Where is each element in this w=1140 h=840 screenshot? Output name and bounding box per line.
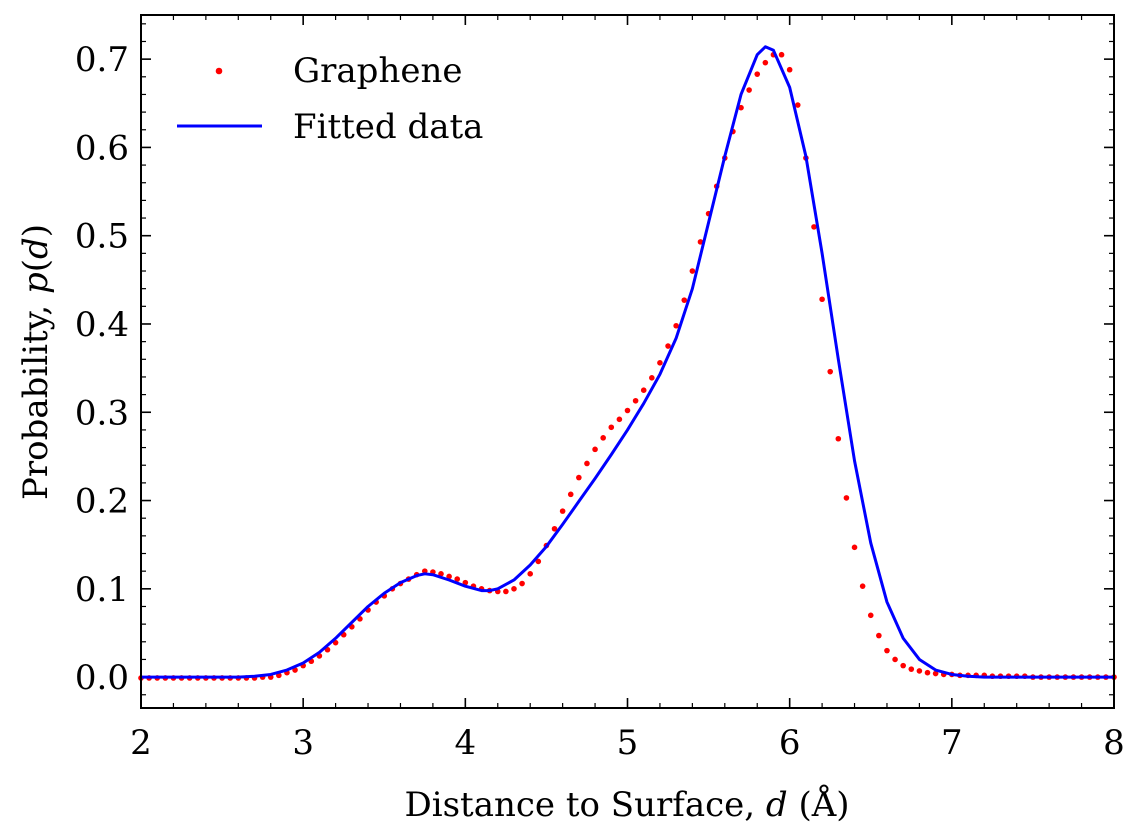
data-point bbox=[632, 397, 639, 404]
data-point bbox=[827, 368, 834, 375]
data-point bbox=[924, 669, 931, 676]
data-point bbox=[746, 87, 752, 93]
legend: Graphene Fitted data bbox=[177, 51, 483, 147]
y-tick-label: 0.1 bbox=[75, 570, 129, 610]
data-point bbox=[559, 508, 566, 514]
data-point bbox=[673, 322, 679, 329]
y-tick-label: 0.4 bbox=[75, 305, 129, 345]
y-axis-label-close-paren: ) bbox=[16, 224, 56, 237]
x-tick-label: 2 bbox=[130, 723, 152, 763]
legend-label-fitted-data: Fitted data bbox=[293, 107, 483, 147]
y-axis-label-variable: p bbox=[16, 272, 56, 294]
data-point bbox=[851, 544, 858, 551]
data-point bbox=[762, 59, 769, 66]
y-tick-label: 0.3 bbox=[75, 393, 129, 433]
fitted-line bbox=[141, 45, 1114, 679]
data-point bbox=[527, 571, 533, 577]
data-point bbox=[835, 435, 842, 442]
data-point bbox=[657, 360, 663, 366]
data-point bbox=[608, 424, 615, 431]
x-tick-label: 4 bbox=[455, 723, 477, 763]
legend-marker-graphene bbox=[215, 67, 223, 75]
data-point bbox=[754, 71, 761, 77]
data-point bbox=[640, 387, 647, 393]
x-tick-label: 3 bbox=[292, 723, 314, 763]
tick-labels: 2 3 4 5 6 7 8 0.0 0.1 0.2 0.3 0.4 0.5 0.6 0.7 bbox=[75, 40, 1125, 763]
data-point bbox=[819, 296, 825, 303]
y-tick-label: 0.2 bbox=[75, 482, 129, 522]
data-point bbox=[932, 670, 939, 677]
data-point bbox=[576, 474, 582, 481]
y-axis-label: Probability, p(d) bbox=[16, 224, 56, 500]
y-tick-label: 0.5 bbox=[75, 217, 129, 257]
data-point bbox=[511, 586, 517, 592]
axis-ticks bbox=[140, 15, 1115, 708]
data-point bbox=[624, 407, 631, 414]
data-point bbox=[908, 666, 915, 672]
data-point bbox=[454, 576, 461, 582]
x-axis-label-unit: (Å) bbox=[788, 784, 850, 825]
data-point bbox=[786, 66, 793, 73]
x-tick-label: 8 bbox=[1103, 723, 1125, 763]
y-axis-label-prefix: Probability, bbox=[16, 294, 56, 500]
data-point bbox=[592, 446, 598, 453]
data-point bbox=[884, 647, 890, 654]
data-point bbox=[584, 460, 590, 467]
data-point bbox=[900, 662, 906, 669]
data-point bbox=[665, 343, 671, 349]
data-point bbox=[689, 268, 696, 274]
x-tick-label: 5 bbox=[617, 723, 639, 763]
data-point bbox=[681, 297, 688, 303]
legend-label-graphene: Graphene bbox=[293, 51, 463, 91]
data-point bbox=[649, 375, 655, 381]
data-point bbox=[892, 656, 898, 663]
data-point bbox=[867, 612, 874, 619]
x-axis-label-variable: d bbox=[766, 785, 788, 825]
x-tick-label: 6 bbox=[779, 723, 801, 763]
data-point bbox=[916, 668, 923, 674]
x-tick-label: 7 bbox=[941, 723, 963, 763]
data-point bbox=[738, 104, 744, 111]
scatter-series-graphene bbox=[138, 51, 1117, 681]
y-axis-label-open-paren: ( bbox=[16, 259, 56, 272]
data-point bbox=[567, 491, 574, 498]
data-point bbox=[551, 525, 558, 532]
data-point bbox=[503, 588, 509, 595]
data-point bbox=[616, 416, 623, 423]
y-axis-label-argument: d bbox=[16, 237, 56, 259]
data-point bbox=[876, 632, 882, 639]
data-point bbox=[794, 102, 801, 108]
y-tick-label: 0.6 bbox=[75, 128, 129, 168]
data-point bbox=[519, 580, 525, 587]
plot-frame bbox=[140, 14, 1115, 709]
data-point bbox=[859, 583, 866, 589]
plot-series bbox=[138, 45, 1117, 681]
data-point bbox=[697, 239, 704, 245]
x-axis-label-prefix: Distance to Surface, bbox=[404, 785, 765, 825]
x-axis-label: Distance to Surface, d (Å) bbox=[404, 784, 849, 825]
data-point bbox=[843, 495, 850, 501]
data-point bbox=[438, 571, 444, 577]
data-point bbox=[811, 224, 817, 230]
data-point bbox=[778, 51, 785, 58]
data-point bbox=[446, 573, 452, 580]
data-point bbox=[600, 435, 606, 441]
y-tick-label: 0.7 bbox=[75, 40, 129, 80]
data-point bbox=[535, 558, 542, 565]
y-tick-label: 0.0 bbox=[75, 658, 129, 698]
